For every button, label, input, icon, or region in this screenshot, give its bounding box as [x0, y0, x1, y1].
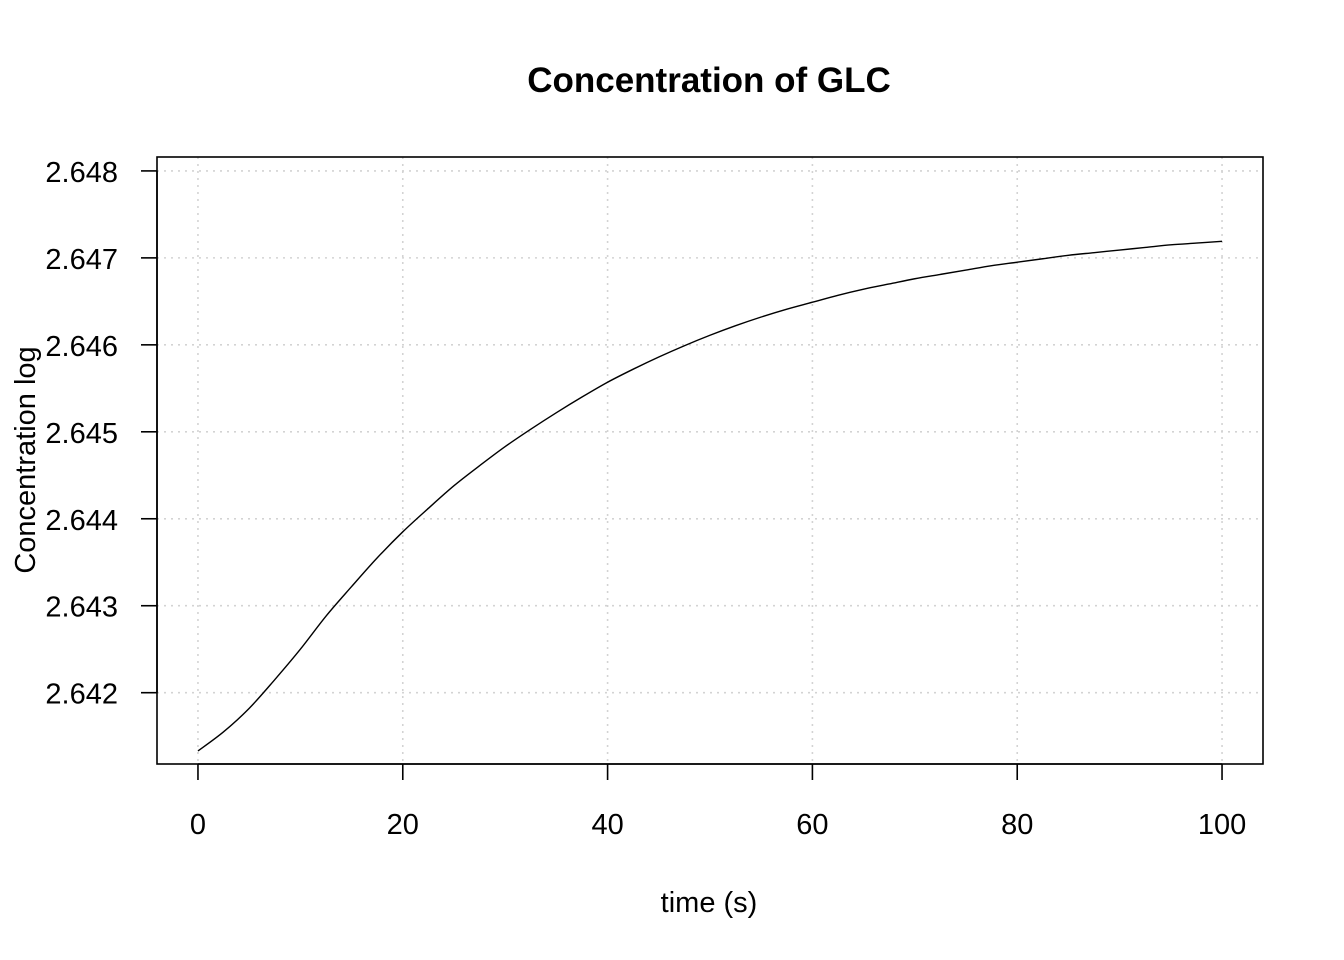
grid-lines [157, 157, 1263, 764]
x-tick-label: 80 [1001, 809, 1033, 841]
y-tick-label: 2.646 [45, 331, 118, 363]
x-tick-label: 40 [591, 809, 623, 841]
y-tick-label: 2.642 [45, 679, 118, 711]
x-axis: 0 20 40 60 80 100 [190, 763, 1246, 841]
y-tick-label: 2.648 [45, 157, 118, 189]
series-line [197, 240, 1223, 752]
y-axis: 2.642 2.643 2.644 2.645 2.646 2.647 2.648 [45, 157, 158, 711]
series-group [197, 240, 1223, 752]
y-axis-label: Concentration log [10, 346, 42, 573]
x-tick-label: 20 [387, 809, 419, 841]
chart-title: Concentration of GLC [527, 61, 891, 100]
x-tick-label: 100 [1198, 809, 1246, 841]
y-tick-label: 2.644 [45, 505, 118, 537]
x-tick-label: 0 [190, 809, 206, 841]
x-axis-label: time (s) [661, 887, 758, 919]
plot-area-frame [156, 156, 1264, 765]
x-tick-label: 60 [796, 809, 828, 841]
y-tick-label: 2.645 [45, 418, 118, 450]
y-tick-label: 2.643 [45, 592, 118, 624]
y-tick-label: 2.647 [45, 244, 118, 276]
